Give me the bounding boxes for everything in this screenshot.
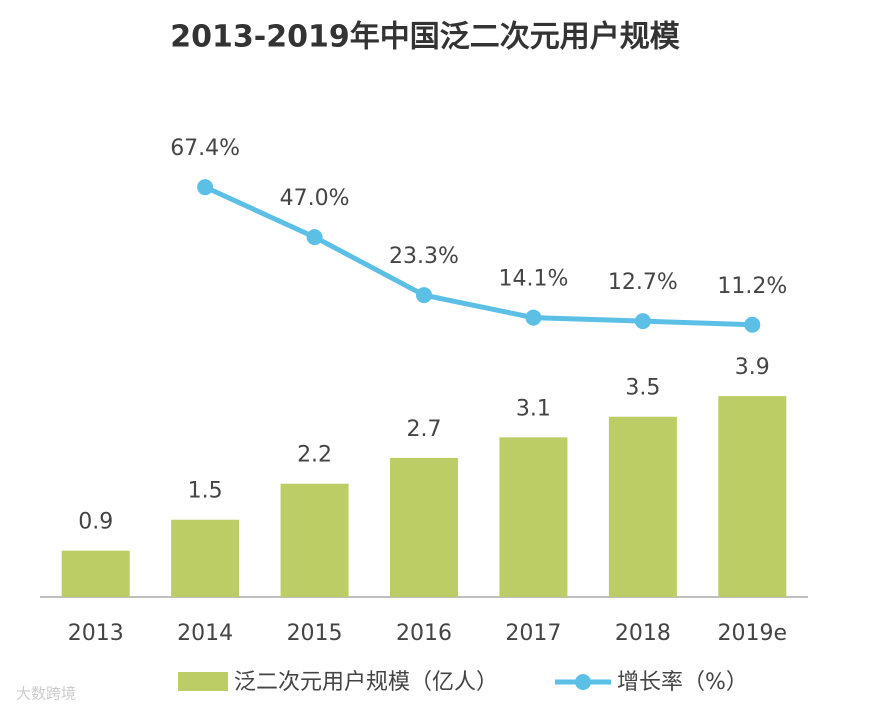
- line-point: [416, 287, 432, 304]
- x-tick-label: 2017: [505, 621, 561, 646]
- bar: [171, 519, 240, 597]
- legend-label: 泛二次元用户规模（亿人）: [234, 670, 498, 695]
- x-tick-label: 2015: [287, 621, 343, 646]
- line-point: [634, 313, 651, 330]
- x-tick-label: 2018: [615, 621, 671, 646]
- line-point: [744, 316, 761, 333]
- data-label: 14.1%: [498, 267, 568, 292]
- data-label: 12.7%: [608, 270, 678, 295]
- line-point: [197, 179, 214, 196]
- line-point: [306, 229, 323, 246]
- watermark: 大数跨境: [16, 685, 76, 703]
- data-label: 3.9: [735, 355, 770, 380]
- data-label: 2.7: [407, 417, 442, 442]
- legend-label: 增长率（%）: [617, 670, 748, 695]
- legend-swatch: [178, 672, 228, 691]
- data-label: 11.2%: [717, 274, 787, 299]
- data-label: 2.2: [297, 443, 332, 468]
- data-label: 23.3%: [389, 244, 459, 269]
- data-label: 67.4%: [170, 136, 240, 161]
- data-label: 0.9: [78, 510, 113, 535]
- x-tick-label: 2019e: [718, 621, 788, 646]
- bar: [718, 396, 787, 597]
- bar: [390, 457, 458, 597]
- bar: [608, 416, 677, 597]
- bar: [499, 437, 568, 597]
- legend-swatch: [575, 674, 591, 690]
- data-label: 3.1: [516, 396, 551, 421]
- line: [204, 184, 753, 328]
- data-label: 3.5: [625, 376, 660, 401]
- x-tick-label: 2014: [177, 621, 233, 646]
- bar: [61, 550, 130, 597]
- x-tick-label: 2013: [68, 621, 124, 646]
- bar: [280, 483, 349, 597]
- x-tick-label: 2016: [396, 621, 452, 646]
- chart-title: 2013-2019年中国泛二次元用户规模: [170, 20, 679, 55]
- line-point: [525, 309, 542, 326]
- data-label: 47.0%: [280, 186, 350, 211]
- data-label: 1.5: [188, 479, 223, 504]
